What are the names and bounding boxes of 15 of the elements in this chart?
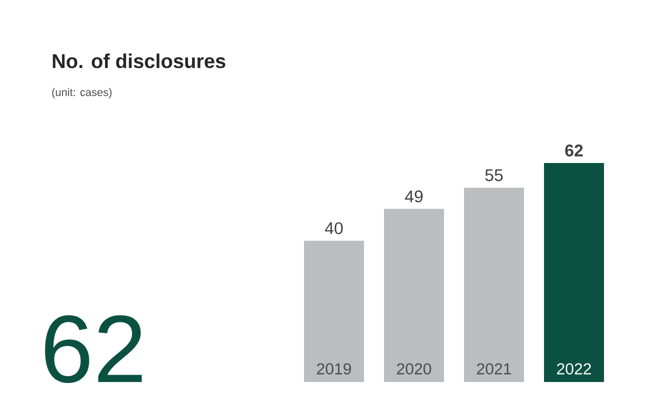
bar [464,188,524,382]
bar [384,208,444,382]
data-label: 40 [324,222,343,234]
x-tick-label: 2022 [557,363,591,374]
data-label: 49 [404,190,423,202]
x-tick-label: 2020 [397,363,432,374]
data-label: 62 [565,144,583,156]
bar [304,240,364,382]
data-label: 55 [485,169,503,182]
x-tick-label: 2021 [477,363,511,374]
bar [544,163,604,382]
x-tick-label: 2019 [317,363,351,374]
text: (unit: cases) [52,88,112,98]
chart-title: No. of disclosures [52,54,226,68]
text: 62 [45,315,142,383]
